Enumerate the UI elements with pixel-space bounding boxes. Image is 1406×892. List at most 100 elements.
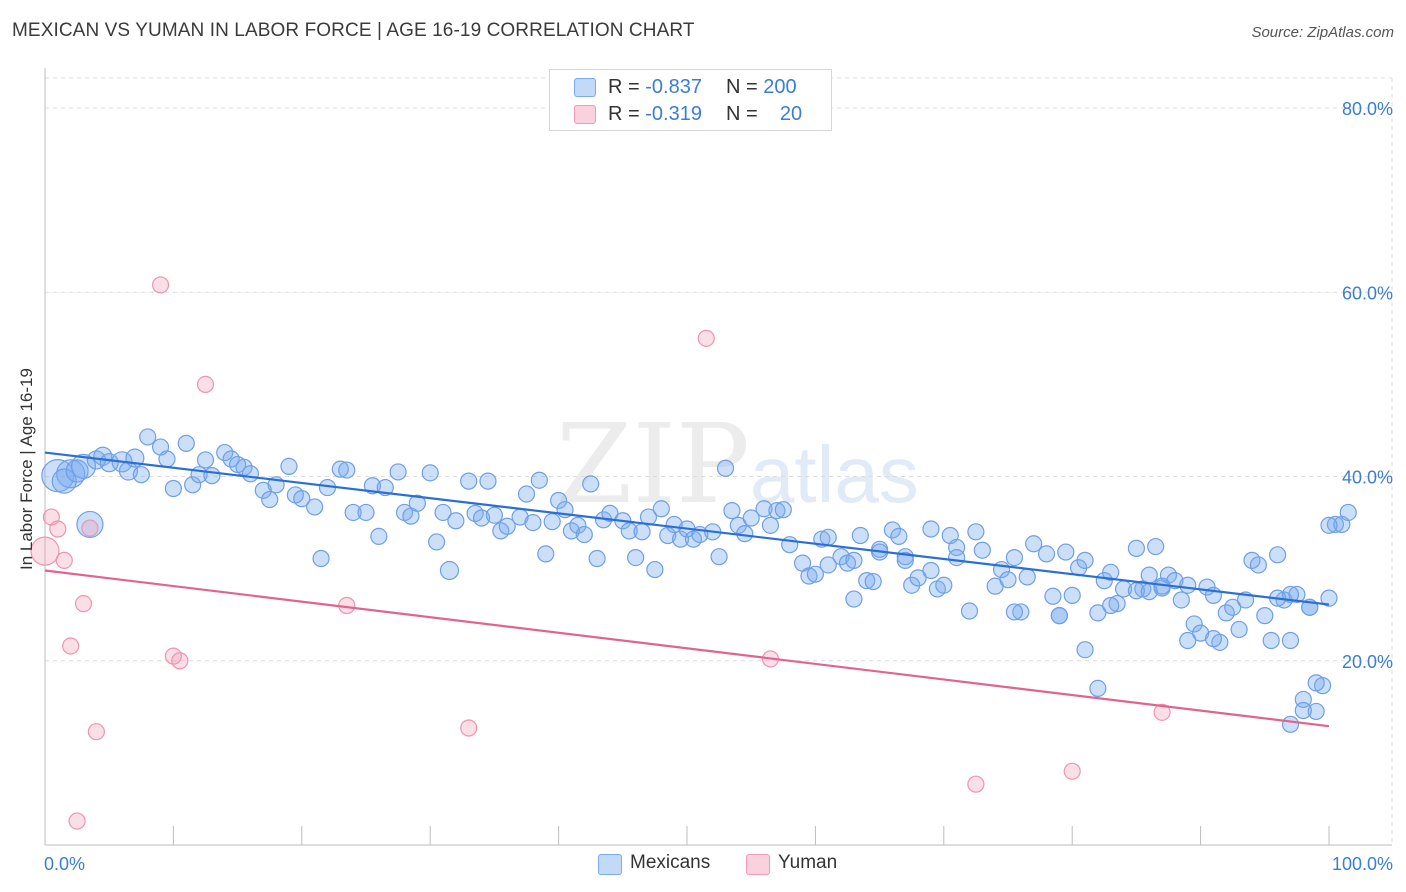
mexicans-point [652, 500, 670, 518]
mexicans-point [1288, 585, 1306, 604]
mexicans-point [1089, 679, 1107, 698]
mexicans-point [196, 451, 215, 469]
mexicans-point [331, 460, 349, 478]
y-axis-label: In Labor Force | Age 16-19 [17, 368, 36, 570]
mexicans-point [864, 572, 882, 591]
mexicans-point [1057, 543, 1075, 561]
yuman-point [74, 595, 93, 613]
legend-n-value: 20 [779, 103, 803, 125]
mexicans-point [806, 565, 825, 583]
mexicans-point [736, 525, 754, 543]
mexicans-point [1018, 568, 1036, 586]
mexicans-point [948, 548, 966, 567]
yuman-trend-line [44, 569, 1330, 728]
mexicans-point [1025, 535, 1043, 553]
legend-n-label: N = [726, 76, 758, 98]
mexicans-point [1050, 607, 1068, 625]
legend-n-value: 200 [763, 76, 797, 98]
mexicans-point [517, 485, 536, 503]
mexicans-point [1262, 631, 1280, 650]
mexicans-point [935, 576, 953, 594]
mexicans-point [280, 457, 298, 475]
yuman-point [62, 637, 80, 655]
mexicans-point [671, 530, 690, 548]
mexicans-point [960, 602, 979, 620]
yuman-point [697, 329, 715, 347]
legend-swatch-yuman [746, 854, 770, 875]
mexicans-point [710, 548, 728, 566]
mexicans-point [1191, 624, 1210, 642]
legend-label-yuman: Yuman [778, 852, 838, 873]
mexicans-point [472, 509, 491, 527]
mexicans-point [479, 472, 497, 490]
x-tick-label: 0.0% [44, 854, 85, 874]
mexicans-point [755, 500, 773, 518]
mexicans-point [1179, 576, 1197, 594]
mexicans-point [132, 466, 150, 484]
yuman-point [460, 719, 478, 737]
mexicans-point [1179, 631, 1197, 650]
legend-swatch-yuman [574, 105, 596, 124]
trend-lines [44, 451, 1330, 728]
mexicans-point [832, 548, 850, 566]
mexicans-point [1076, 551, 1094, 569]
legend-label-mexicans: Mexicans [630, 852, 711, 873]
mexicans-point [948, 538, 966, 557]
mexicans-point [524, 513, 542, 532]
mexicans-point [184, 476, 202, 494]
mexicans-point [851, 526, 869, 545]
mexicans-points [41, 428, 1357, 733]
mexicans-point [177, 434, 195, 452]
mexicans-trend-line [44, 451, 1330, 606]
legend-r-label: R = [608, 76, 640, 98]
mexicans-point [1005, 603, 1024, 621]
mexicans-point [428, 533, 446, 551]
mexicans-point [922, 520, 940, 538]
y-tick-label: 80.0% [1342, 99, 1393, 119]
mexicans-point [1140, 583, 1158, 601]
mexicans-point [922, 561, 940, 580]
mexicans-point [742, 509, 760, 527]
mexicans-point [1108, 595, 1126, 613]
mexicans-point [774, 501, 792, 519]
mexicans-point [1044, 587, 1062, 605]
mexicans-point [549, 491, 568, 510]
legend-swatch-mexicans [574, 78, 596, 97]
mexicans-point [845, 590, 863, 608]
mexicans-point [620, 522, 638, 540]
mexicans-point [845, 551, 863, 569]
mexicans-point [76, 510, 104, 539]
mexicans-point [241, 465, 260, 483]
mexicans-point [1294, 701, 1312, 720]
mexicans-point [1224, 598, 1242, 616]
mexicans-point [421, 464, 439, 482]
mexicans-point [51, 468, 77, 494]
mexicans-point [1281, 715, 1300, 733]
mexicans-point [389, 463, 407, 481]
legend-r-yuman: R = -0.319 [608, 103, 702, 126]
mexicans-point [999, 571, 1017, 589]
mexicans-point [723, 502, 741, 520]
mexicans-point [575, 525, 593, 544]
series-legend: Mexicans Yuman [0, 852, 1406, 878]
mexicans-point [344, 503, 362, 522]
yuman-point [196, 375, 215, 394]
mexicans-point [973, 541, 991, 559]
legend-n-yuman: N = 20 [726, 103, 802, 126]
mexicans-point [1307, 702, 1325, 721]
mexicans-point [896, 548, 914, 566]
mexicans-point [357, 503, 375, 522]
mexicans-point [530, 471, 548, 489]
mexicans-point [70, 453, 97, 479]
legend-r-mexicans: R = -0.837 [608, 76, 702, 99]
source-label: Source: ZipAtlas.com [1251, 24, 1394, 41]
mexicans-point [306, 498, 324, 516]
mexicans-point [56, 459, 86, 489]
yuman-point [68, 812, 86, 830]
mexicans-point [1185, 615, 1203, 633]
mexicans-point [447, 512, 465, 530]
mexicans-point [800, 567, 818, 585]
mexicans-point [896, 551, 914, 569]
mexicans-point [338, 461, 356, 479]
